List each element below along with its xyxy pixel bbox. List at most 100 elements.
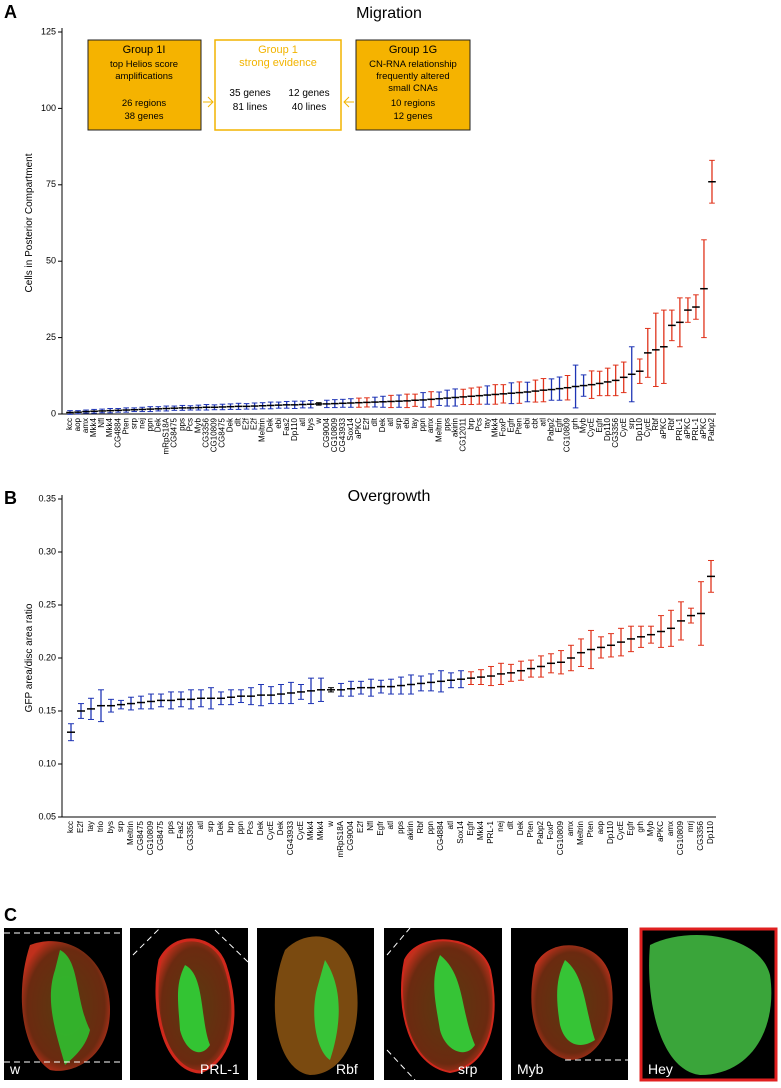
x-tick-label: CycE [643, 418, 652, 437]
x-tick-label: atl [386, 821, 395, 830]
x-tick-label: CG10809 [146, 820, 155, 855]
x-tick-label: nej [137, 418, 146, 429]
x-tick-label: dlt [370, 417, 379, 426]
box-text: 40 lines [292, 102, 326, 113]
panel-label: A [4, 2, 17, 22]
x-tick-label: Mkk4 [476, 820, 485, 840]
x-tick-label: amx [426, 418, 435, 433]
y-tick-label: 75 [46, 179, 56, 189]
x-tick-label: Pten [526, 821, 535, 837]
y-tick-label: 0.05 [38, 811, 56, 821]
x-tick-label: E2f [76, 820, 85, 833]
x-tick-label: tay [86, 821, 95, 832]
box-text: amplifications [115, 71, 173, 82]
x-tick-label: mrj [686, 821, 695, 832]
y-tick-label: 125 [41, 26, 56, 36]
x-tick-label: Pten [586, 821, 595, 837]
x-tick-label: CG9004 [322, 417, 331, 447]
x-tick-label: Sox14 [346, 417, 355, 440]
x-tick-label: Meltrin [576, 821, 585, 845]
y-tick-label: 0.15 [38, 705, 56, 715]
images: w PRL-1 Rbf srp M [4, 927, 778, 1082]
x-tick-label: CG10809 [556, 820, 565, 855]
image: PRL-1 [130, 927, 249, 1080]
x-tick-label: amx [81, 418, 90, 433]
x-tick-label: Dek [266, 417, 275, 432]
box-subtitle: strong evidence [239, 57, 317, 69]
x-tick-label: aPKC [659, 418, 668, 439]
x-tick-label: akirin [450, 418, 459, 437]
x-tick-label: CG8475 [218, 417, 227, 447]
x-tick-label: Pabp2 [547, 417, 556, 441]
x-tick-label: pps [177, 418, 186, 431]
x-tick-label: kcc [65, 418, 74, 430]
x-tick-label: Nfl [366, 821, 375, 831]
x-tick-label: Dek [516, 820, 525, 835]
chart-title: Overgrowth [348, 488, 431, 505]
x-tick-label: pps [396, 821, 405, 834]
box-text: 81 lines [233, 102, 267, 113]
x-tick-label: CG8475 [169, 417, 178, 447]
x-tick-label: CG3356 [696, 820, 705, 850]
box-text: 38 genes [124, 111, 163, 122]
x-tick-label: Meltrin [258, 418, 267, 442]
x-tick-label: Dek [226, 417, 235, 432]
x-tick-label: pps [166, 821, 175, 834]
arrow [343, 96, 354, 108]
image-label: w [9, 1061, 21, 1077]
x-tick-label: srp [394, 417, 403, 429]
x-tick-label: mRpS18A [336, 820, 345, 857]
x-tick-label: CG43933 [338, 417, 347, 452]
x-tick-label: atl [446, 821, 455, 830]
x-tick-label: FoxP [546, 821, 555, 840]
x-tick-label: CG10809 [676, 820, 685, 855]
x-tick-label: Nfl [97, 418, 106, 428]
x-tick-label: Fas2 [176, 820, 185, 838]
x-tick-label: mRpS18A [161, 417, 170, 454]
x-tick-label: ppn [145, 418, 154, 431]
x-tick-label: cbt [531, 417, 540, 428]
x-tick-label: CG10809 [330, 417, 339, 452]
x-tick-label: ebi [274, 418, 283, 429]
box-text: 12 genes [288, 88, 329, 99]
x-tick-label: aPKC [683, 418, 692, 439]
x-tick-label: Myb [646, 820, 655, 836]
chart-title: Migration [356, 5, 422, 22]
arrow [203, 96, 214, 108]
image-label: Myb [517, 1061, 544, 1077]
x-tick-label: ppn [236, 821, 245, 834]
x-tick-label: Egfr [376, 821, 385, 836]
x-tick-label: aPKC [699, 418, 708, 439]
x-tick-label: Fas2 [282, 417, 291, 435]
x-tick-label: CycE [296, 821, 305, 840]
x-tick-label: Dp110 [290, 417, 299, 441]
x-tick-label: Dek [378, 417, 387, 432]
x-tick-label: Myb [194, 417, 203, 433]
box-text: small CNAs [388, 83, 438, 94]
x-tick-label: w [314, 418, 323, 425]
x-tick-label: Dek [276, 820, 285, 835]
image: Myb [511, 928, 628, 1080]
x-tick-label: srp [129, 417, 138, 429]
x-tick-label: Dp110 [603, 417, 612, 441]
x-tick-label: w [326, 821, 335, 828]
x-tick-label: bys [306, 418, 315, 430]
x-tick-label: Egfr [595, 418, 604, 433]
x-tick-label: Mkk4 [105, 417, 114, 437]
x-tick-label: Dek [256, 820, 265, 835]
box-title: Group 1G [389, 44, 437, 56]
x-tick-label: Dp110 [706, 820, 715, 844]
box-text: 26 regions [122, 98, 167, 109]
x-tick-label: CycE [587, 418, 596, 437]
x-tick-label: tay [410, 418, 419, 429]
x-tick-label: srp [206, 820, 215, 832]
y-tick-label: 0.35 [38, 493, 56, 503]
box-text: frequently altered [376, 71, 449, 82]
x-tick-label: Rbf [416, 820, 425, 833]
image-label: Rbf [336, 1061, 358, 1077]
x-tick-label: kcc [66, 821, 75, 833]
image-label: srp [458, 1061, 478, 1077]
y-tick-label: 0 [51, 408, 56, 418]
box [214, 39, 342, 131]
box-text: 35 genes [229, 88, 270, 99]
